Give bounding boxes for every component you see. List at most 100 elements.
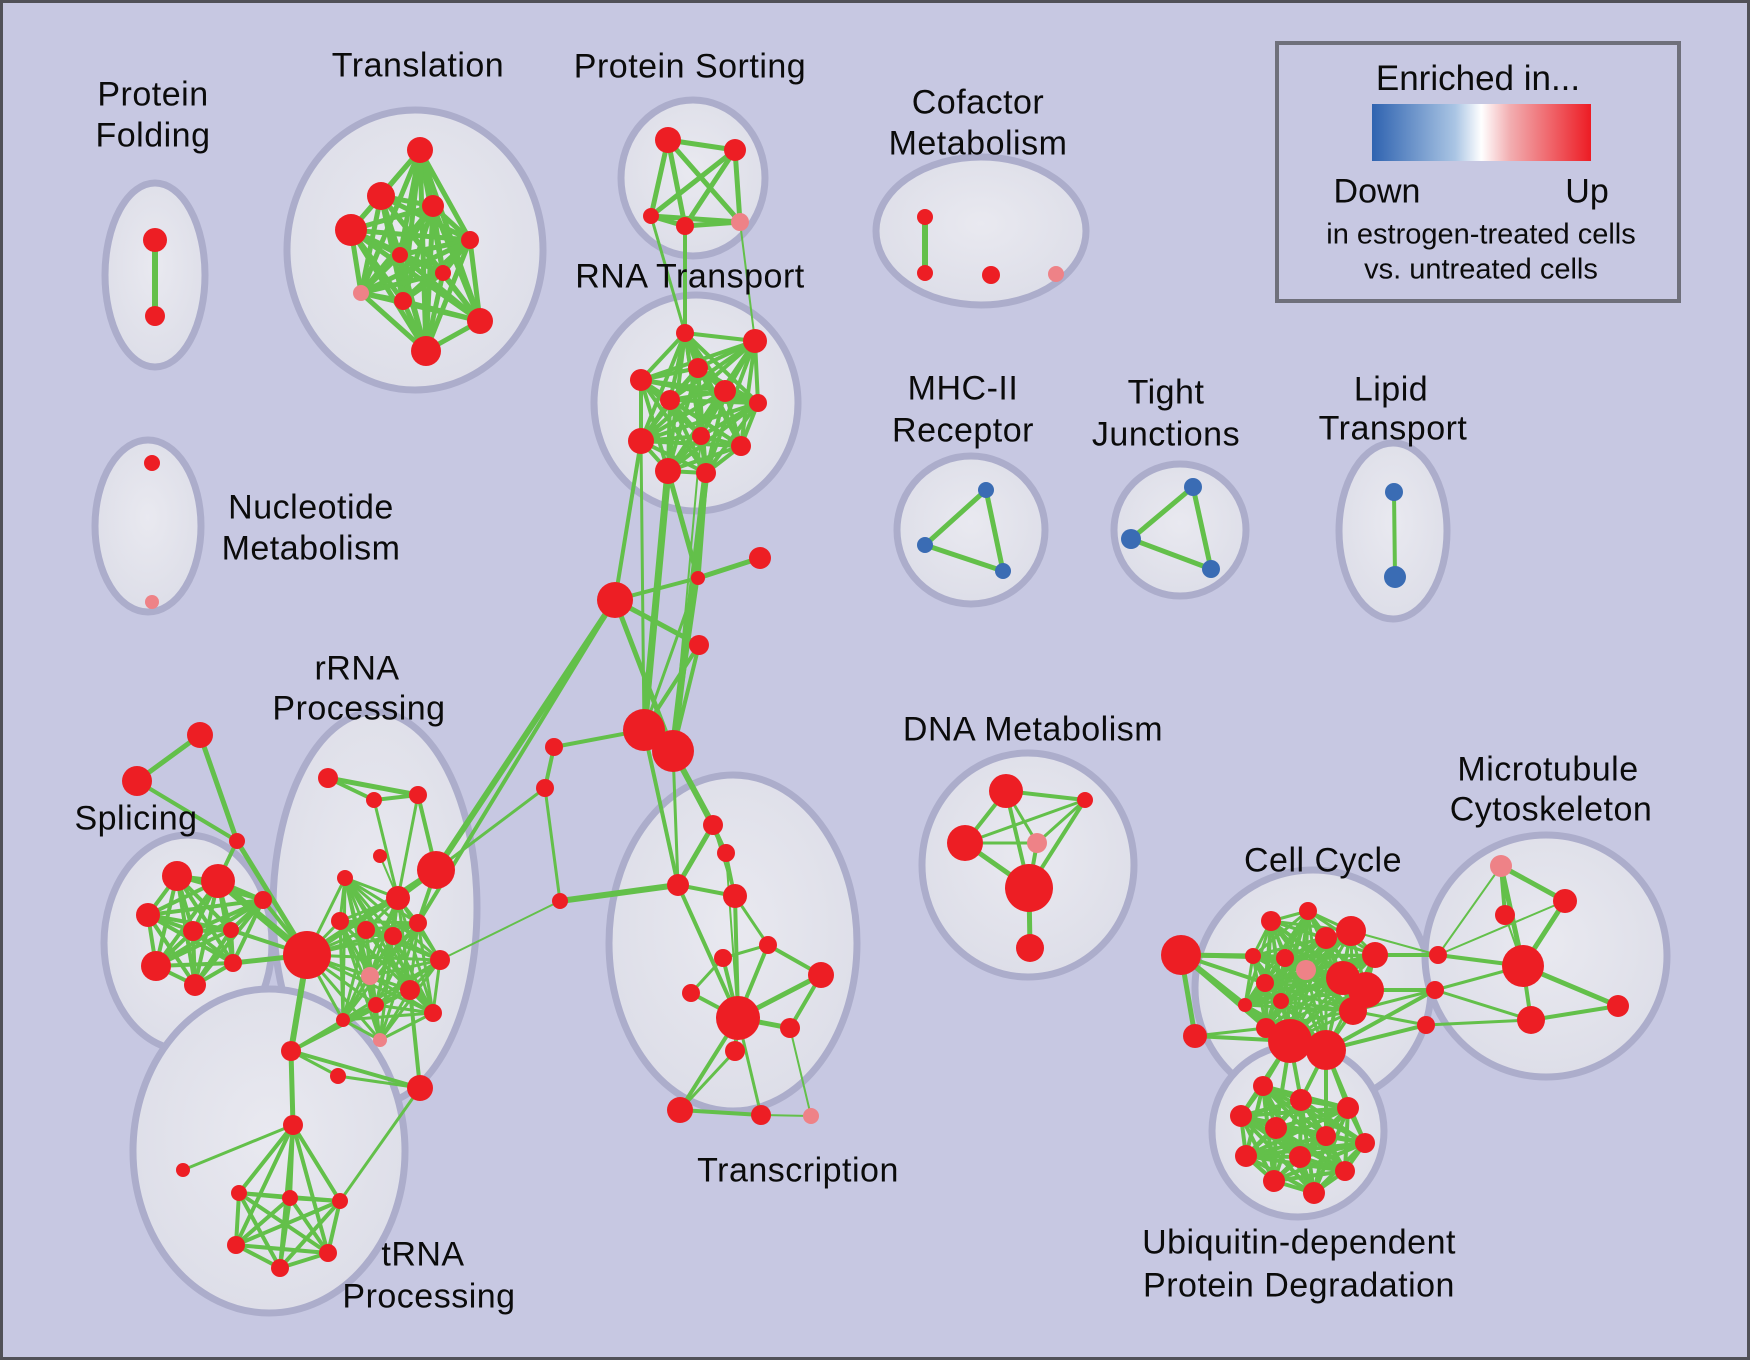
node-u3[interactable]: [1337, 1097, 1359, 1119]
node-tr5[interactable]: [319, 1244, 337, 1262]
node-rt4[interactable]: [630, 369, 652, 391]
node-tr6[interactable]: [271, 1259, 289, 1277]
node-rt12[interactable]: [696, 463, 716, 483]
node-r2[interactable]: [366, 792, 382, 808]
node-u4[interactable]: [1230, 1105, 1252, 1127]
node-cclow[interactable]: [1183, 1024, 1207, 1048]
node-mbot[interactable]: [1517, 1006, 1545, 1034]
node-u12[interactable]: [1303, 1182, 1325, 1204]
node-pf1[interactable]: [143, 228, 167, 252]
node-c8[interactable]: [536, 779, 554, 797]
node-x12[interactable]: [725, 1041, 745, 1061]
node-kga[interactable]: [1268, 1019, 1312, 1063]
node-r13[interactable]: [400, 980, 420, 1000]
node-r3[interactable]: [409, 786, 427, 804]
node-k7[interactable]: [1276, 949, 1294, 967]
node-d5[interactable]: [1005, 864, 1053, 912]
node-k13[interactable]: [1238, 998, 1252, 1012]
node-mh3[interactable]: [995, 563, 1011, 579]
node-spt2[interactable]: [122, 766, 152, 796]
node-x3[interactable]: [667, 874, 689, 896]
node-k3[interactable]: [1315, 927, 1337, 949]
node-rt7[interactable]: [749, 394, 767, 412]
node-x13[interactable]: [667, 1097, 693, 1123]
node-d6[interactable]: [1016, 934, 1044, 962]
node-r1[interactable]: [318, 768, 338, 788]
node-u9[interactable]: [1289, 1146, 1311, 1168]
node-rt1[interactable]: [676, 324, 694, 342]
node-t1[interactable]: [407, 137, 433, 163]
node-t6[interactable]: [392, 247, 408, 263]
node-s3[interactable]: [136, 903, 160, 927]
node-r7[interactable]: [386, 886, 410, 910]
node-c7[interactable]: [545, 738, 563, 756]
node-k4[interactable]: [1336, 916, 1366, 946]
node-d3[interactable]: [947, 825, 983, 861]
node-rt9[interactable]: [692, 427, 710, 445]
node-mh2[interactable]: [917, 537, 933, 553]
node-u10[interactable]: [1335, 1161, 1355, 1181]
node-x1[interactable]: [703, 815, 723, 835]
node-u11[interactable]: [1263, 1170, 1285, 1192]
node-r15[interactable]: [368, 997, 384, 1013]
node-c4[interactable]: [689, 635, 709, 655]
node-x8[interactable]: [808, 962, 834, 988]
node-c5[interactable]: [623, 709, 665, 751]
node-cf3[interactable]: [982, 266, 1000, 284]
node-rt3[interactable]: [688, 358, 708, 378]
node-u6[interactable]: [1316, 1126, 1336, 1146]
node-r6[interactable]: [337, 870, 353, 886]
node-x11[interactable]: [780, 1018, 800, 1038]
node-r8[interactable]: [331, 912, 349, 930]
node-k9[interactable]: [1256, 974, 1274, 992]
node-t2[interactable]: [367, 182, 395, 210]
node-x10[interactable]: [716, 996, 760, 1040]
node-k15[interactable]: [1339, 997, 1367, 1025]
node-mp[interactable]: [1490, 855, 1512, 877]
node-s1[interactable]: [162, 861, 192, 891]
node-spt1[interactable]: [187, 722, 213, 748]
node-r17[interactable]: [336, 1013, 350, 1027]
node-t3[interactable]: [335, 214, 367, 246]
node-x15[interactable]: [803, 1108, 819, 1124]
node-r12[interactable]: [361, 967, 379, 985]
node-rt2[interactable]: [743, 329, 767, 353]
node-u1[interactable]: [1253, 1076, 1273, 1096]
node-r16[interactable]: [424, 1004, 442, 1022]
node-tb1[interactable]: [330, 1068, 346, 1084]
node-tr3[interactable]: [332, 1193, 348, 1209]
node-r10[interactable]: [384, 927, 402, 945]
node-c1[interactable]: [691, 571, 705, 585]
node-k8[interactable]: [1296, 960, 1316, 980]
node-x6[interactable]: [759, 936, 777, 954]
node-u2[interactable]: [1290, 1089, 1312, 1111]
node-x7[interactable]: [714, 949, 732, 967]
node-t9[interactable]: [394, 292, 412, 310]
node-m2[interactable]: [1495, 905, 1515, 925]
node-rt11[interactable]: [655, 458, 681, 484]
node-k2[interactable]: [1299, 902, 1317, 920]
node-tr4[interactable]: [227, 1236, 245, 1254]
node-ps5[interactable]: [731, 213, 749, 231]
node-x9[interactable]: [682, 984, 700, 1002]
node-mh1[interactable]: [978, 482, 994, 498]
node-c6[interactable]: [652, 730, 694, 772]
node-spc[interactable]: [229, 833, 245, 849]
node-tr1[interactable]: [231, 1185, 247, 1201]
node-t8[interactable]: [353, 285, 369, 301]
node-k6[interactable]: [1245, 948, 1261, 964]
node-lp1[interactable]: [1385, 483, 1403, 501]
node-tj2[interactable]: [1121, 529, 1141, 549]
node-r18[interactable]: [373, 1033, 387, 1047]
node-u5[interactable]: [1265, 1117, 1287, 1139]
node-c2[interactable]: [749, 547, 771, 569]
node-r4[interactable]: [373, 849, 387, 863]
node-ccl[interactable]: [1161, 935, 1201, 975]
node-j1[interactable]: [1429, 946, 1447, 964]
node-x5[interactable]: [552, 893, 568, 909]
node-th[interactable]: [283, 1115, 303, 1135]
node-s2[interactable]: [201, 864, 235, 898]
node-rhub[interactable]: [283, 931, 331, 979]
node-rt6[interactable]: [714, 380, 736, 402]
node-kgb[interactable]: [1306, 1030, 1346, 1070]
